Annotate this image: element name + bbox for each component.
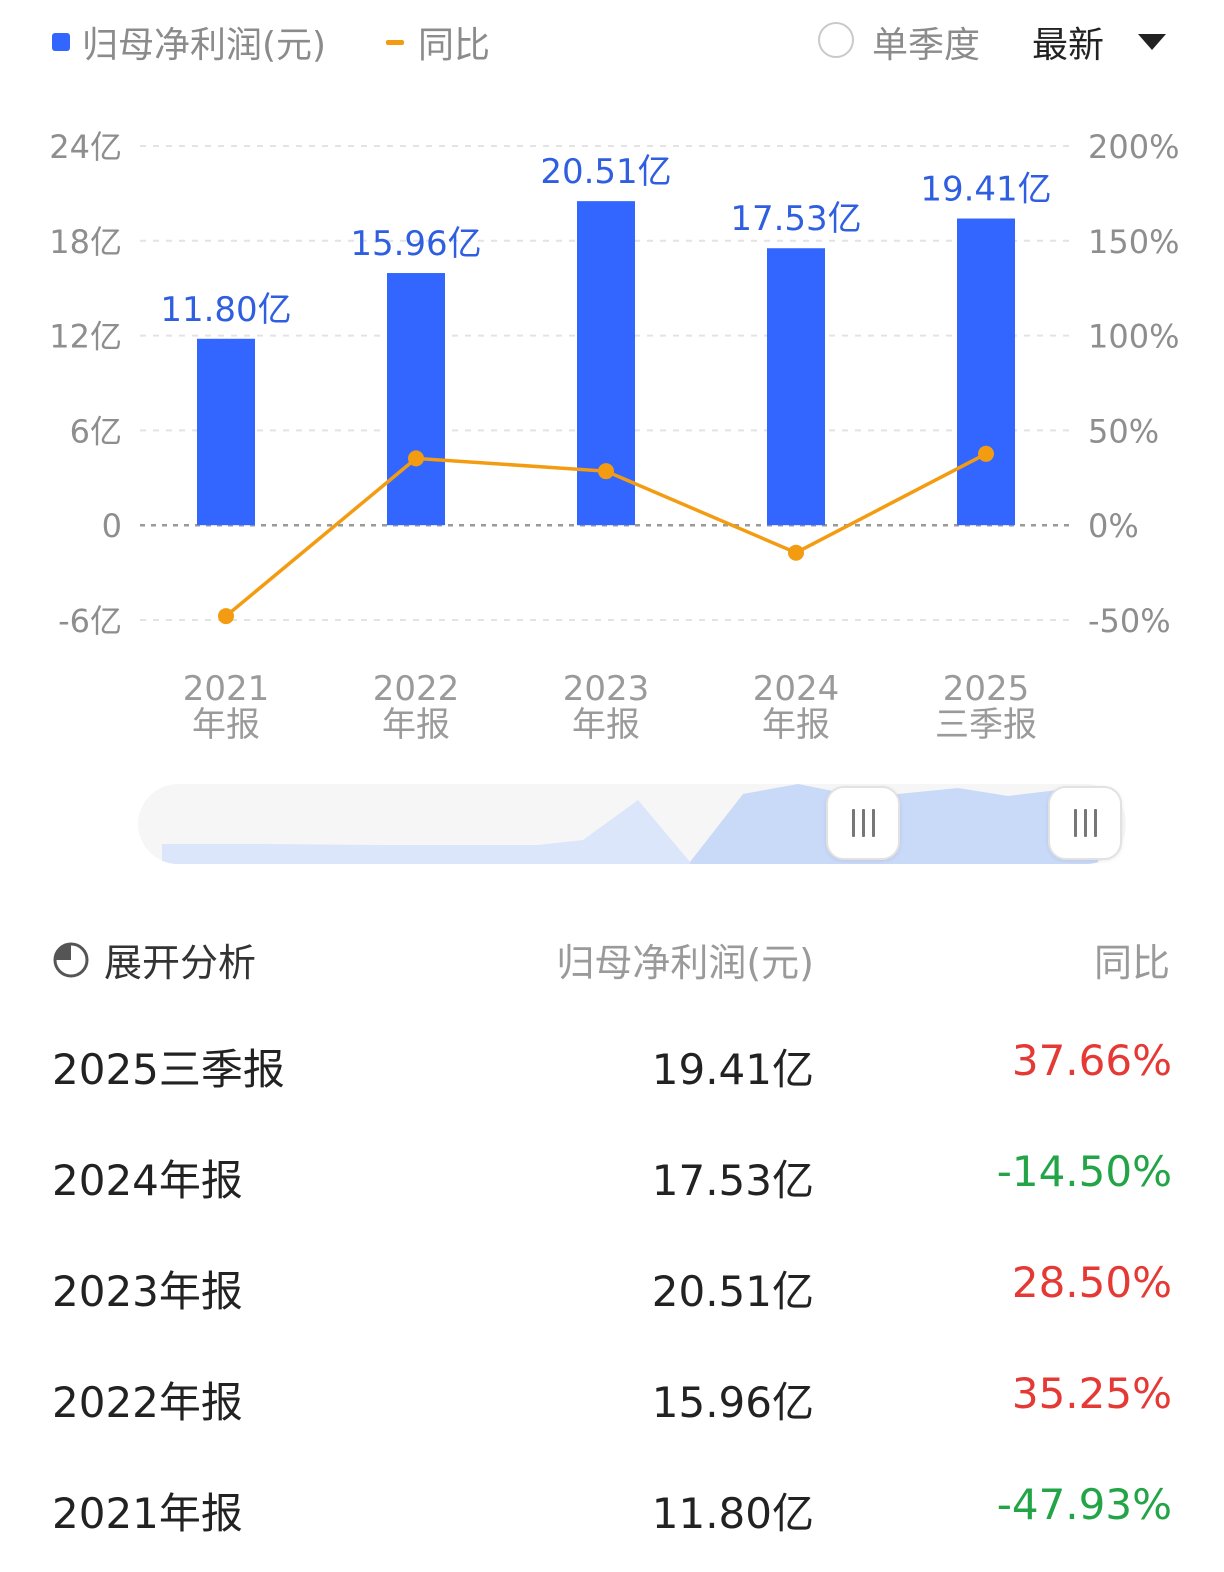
single-quarter-radio[interactable] [818,22,854,58]
legend-item-profit[interactable]: 归母净利润(元) [52,16,326,68]
yoy-point [788,544,804,561]
y-right-tick-label: 200% [1088,128,1179,166]
expand-analysis-button[interactable]: 展开分析 [52,932,256,987]
navigator-area-unselected [162,800,690,864]
legend-label-profit: 归母净利润(元) [82,25,327,66]
column-header-profit: 归母净利润(元) [556,941,814,985]
y-right-tick-label: 100% [1088,318,1179,356]
y-right-tick-label: 50% [1088,412,1159,450]
x-tick-label: 2023 年报 [563,669,650,745]
bar-data-label: 15.96亿 [350,224,481,264]
row-value: 11.80亿 [651,1489,814,1538]
chart-legend: 归母净利润(元) 同比 单季度 最新 [0,0,1224,80]
data-table: 2025三季报 19.41亿 37.66% 2024年报 17.53亿 -14.… [0,1008,1224,1563]
row-period: 2022年报 [52,1378,243,1427]
row-yoy: -14.50% [996,1147,1172,1196]
x-tick-label: 2022 年报 [373,669,460,745]
row-period: 2024年报 [52,1156,243,1205]
navigator-track[interactable] [138,784,1126,864]
pie-chart-icon [53,942,89,977]
bar-data-label: 19.41亿 [920,170,1051,210]
table-row[interactable]: 2025三季报 19.41亿 37.66% [0,1008,1224,1119]
row-yoy: 28.50% [1011,1258,1172,1307]
navigator-preview [162,784,1098,864]
x-tick-label: 2025 三季报 [935,669,1037,745]
row-value: 17.53亿 [651,1156,814,1205]
table-row[interactable]: 2024年报 17.53亿 -14.50% [0,1119,1224,1230]
grip-icon [1073,809,1097,837]
bar-data-label: 11.80亿 [160,290,291,330]
row-yoy: -47.93% [996,1480,1172,1529]
bar-data-label: 20.51亿 [540,152,671,192]
y-right-tick-label: 150% [1088,223,1179,261]
table-header: 展开分析 归母净利润(元) 同比 [0,920,1224,990]
period-select-value: 最新 [1032,25,1105,66]
yoy-point [598,463,614,480]
legend-swatch-line [386,39,404,45]
x-tick-label: 2021 年报 [183,669,270,745]
range-navigator[interactable] [138,784,1126,864]
chevron-down-icon [1138,34,1167,50]
single-quarter-label[interactable]: 单季度 [872,25,981,66]
y-left-tick-label: -6亿 [58,602,122,640]
row-value: 19.41亿 [651,1045,814,1094]
grip-icon [851,809,875,837]
navigator-handle-end[interactable] [1048,786,1122,860]
column-header-yoy: 同比 [1093,941,1170,985]
bar [767,248,825,526]
row-value: 20.51亿 [651,1267,814,1316]
table-row[interactable]: 2022年报 15.96亿 35.25% [0,1341,1224,1452]
row-period: 2021年报 [52,1489,243,1538]
row-period: 2023年报 [52,1267,243,1316]
legend-swatch-bar [52,33,70,51]
x-tick-label: 2024 年报 [753,669,840,745]
y-left-tick-label: 6亿 [70,412,122,450]
row-value: 15.96亿 [651,1378,814,1427]
yoy-point [978,445,994,462]
y-left-tick-label: 0 [102,507,122,545]
row-yoy: 37.66% [1011,1036,1172,1085]
navigator-handle-start[interactable] [826,786,900,860]
row-yoy: 35.25% [1011,1369,1172,1418]
y-right-tick-label: 0% [1088,507,1139,545]
bar [387,273,445,526]
period-select[interactable]: 最新 [1032,16,1167,68]
y-left-tick-label: 12亿 [49,318,122,356]
legend-label-yoy: 同比 [418,25,491,66]
yoy-point [218,608,234,625]
y-left-tick-label: 24亿 [49,128,122,166]
expand-analysis-label: 展开分析 [104,941,257,985]
bar-data-label: 17.53亿 [730,199,861,239]
y-left-tick-label: 18亿 [49,223,122,261]
table-row[interactable]: 2021年报 11.80亿 -47.93% [0,1452,1224,1563]
yoy-point [408,450,424,467]
row-period: 2025三季报 [52,1045,285,1094]
legend-item-yoy[interactable]: 同比 [386,16,490,68]
bar [197,338,255,526]
bar [957,218,1015,526]
profit-chart: -6亿 0 6亿 12亿 18亿 24亿 -50% 0% 50% 100% 150% 200% 11.8… [49,128,1179,745]
y-right-tick-label: -50% [1088,602,1171,640]
table-row[interactable]: 2023年报 20.51亿 28.50% [0,1230,1224,1341]
